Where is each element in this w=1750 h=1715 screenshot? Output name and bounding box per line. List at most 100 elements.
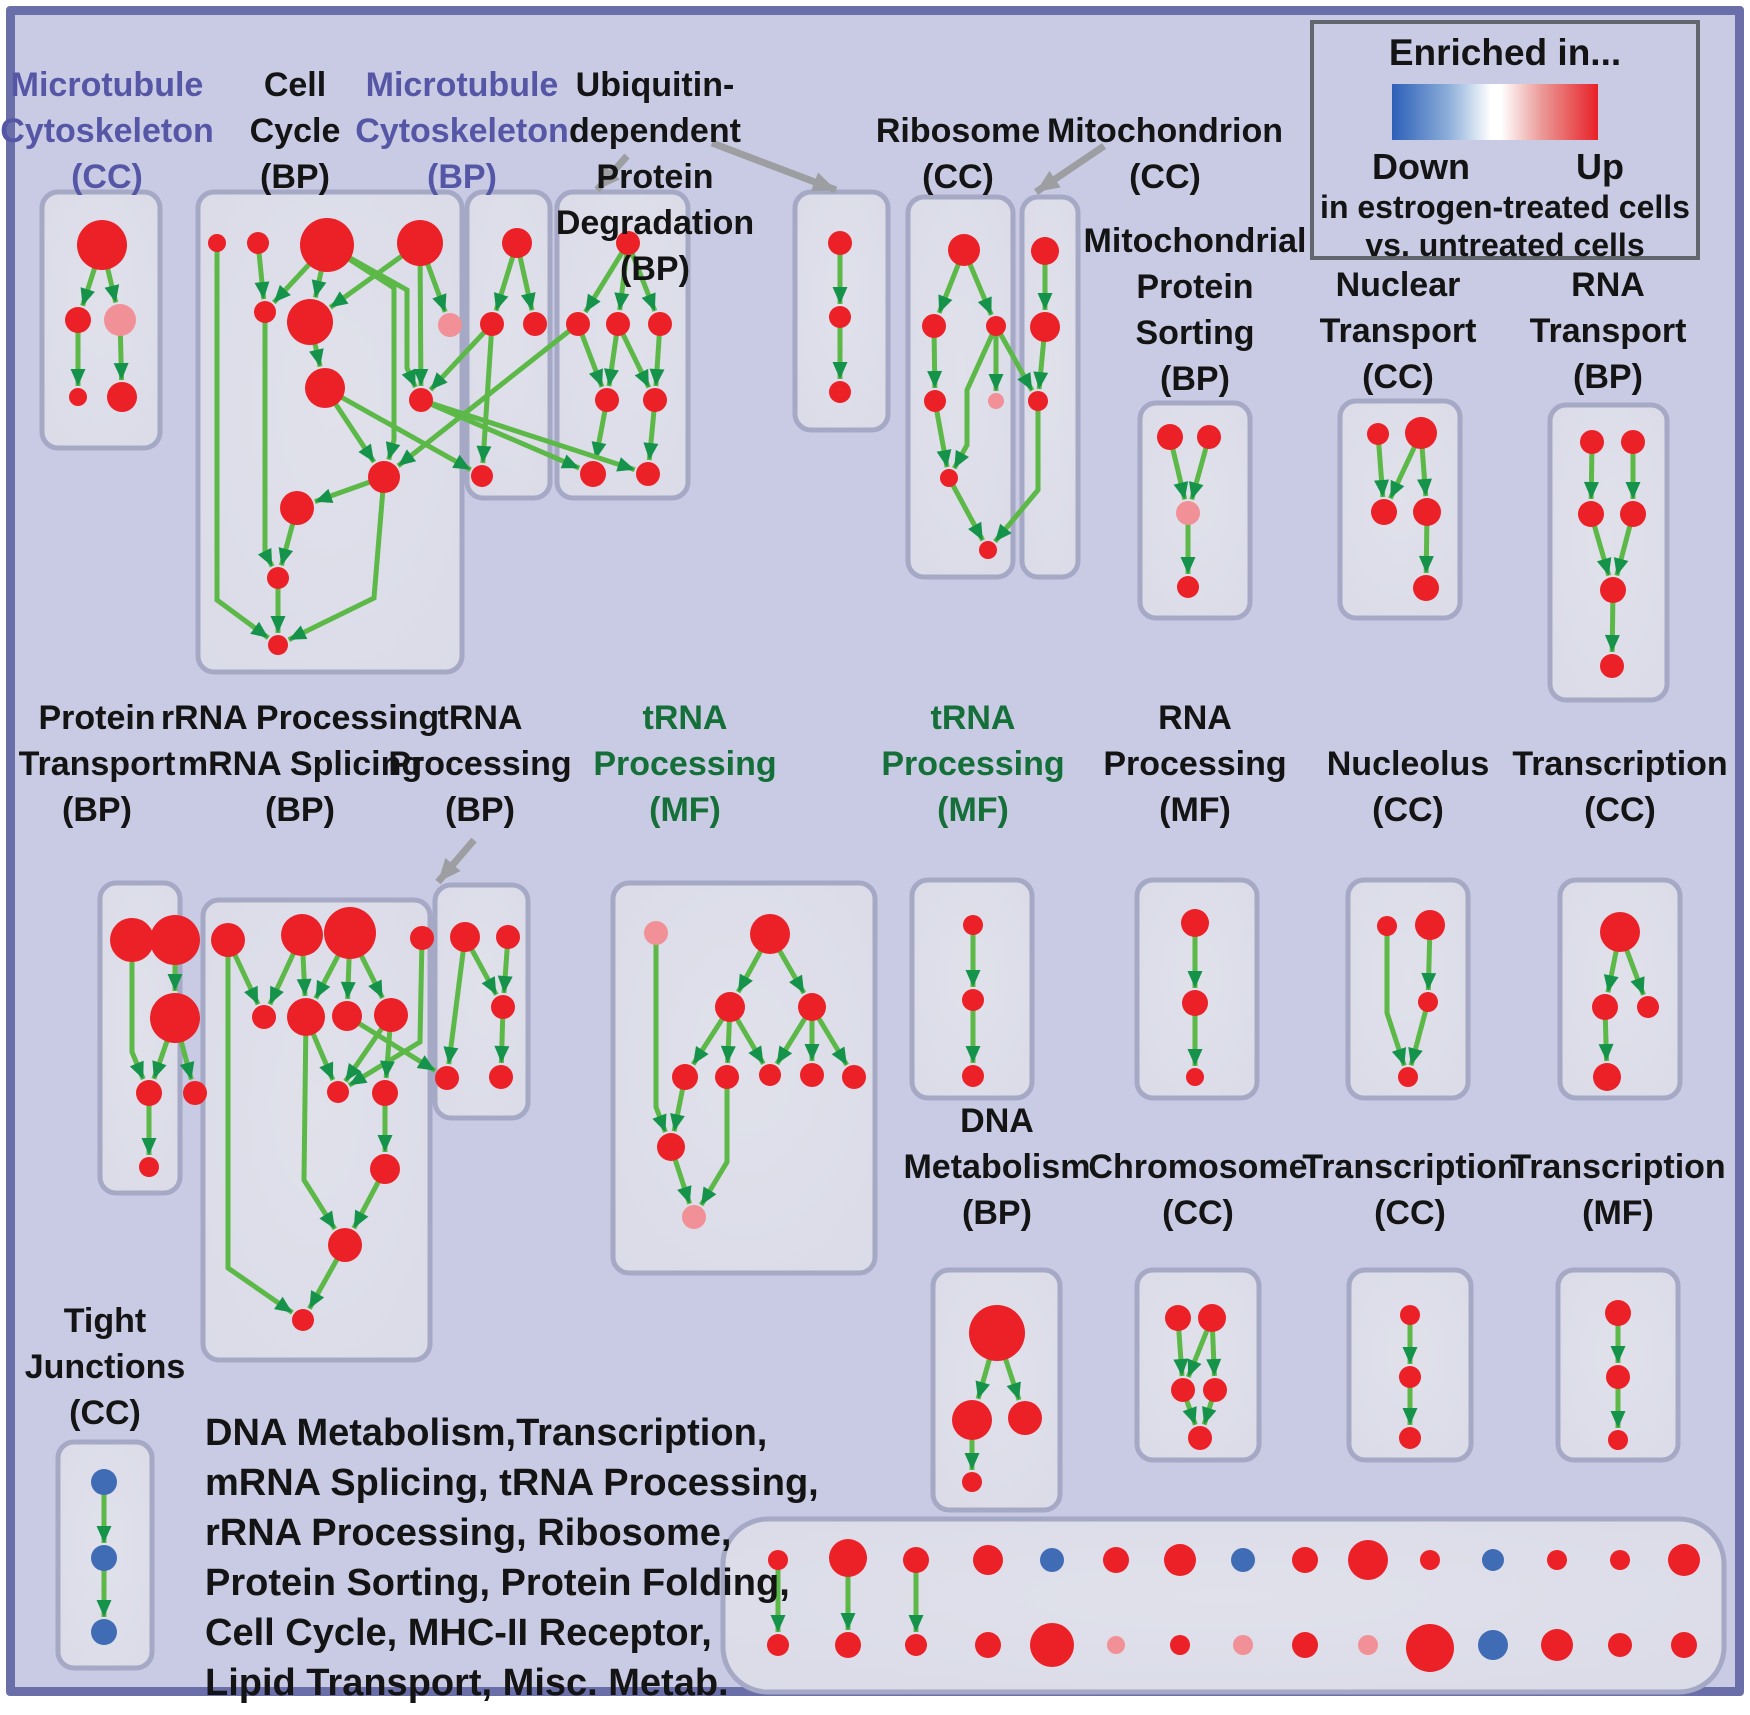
node-u2 bbox=[1399, 1366, 1421, 1388]
cluster-label-3: Ubiquitin- dependent Protein Degradation… bbox=[555, 66, 755, 288]
node-d3 bbox=[606, 312, 630, 336]
node-b12 bbox=[267, 567, 289, 589]
node-s2 bbox=[952, 1400, 992, 1440]
graph-edge bbox=[129, 940, 146, 1081]
node-f3 bbox=[986, 316, 1006, 336]
node-mt bbox=[489, 1065, 513, 1089]
node-p1 bbox=[1181, 909, 1209, 937]
node-t5 bbox=[1188, 1426, 1212, 1450]
graph-edge bbox=[993, 324, 1035, 392]
node-f4 bbox=[924, 390, 946, 412]
node-v2 bbox=[1606, 1365, 1630, 1389]
graph-edge bbox=[652, 933, 668, 1133]
node-i2 bbox=[1405, 417, 1437, 449]
cluster-label-10: rRNA Processing mRNA Splicing (BP) bbox=[160, 699, 440, 829]
node-npb bbox=[682, 1205, 706, 1229]
cluster-label-1: Cell Cycle (BP) bbox=[249, 66, 341, 196]
cluster-box-dna-metabolism bbox=[930, 1267, 1063, 1513]
node-w1t bbox=[768, 1550, 788, 1570]
node-d7 bbox=[580, 461, 606, 487]
node-i4 bbox=[1413, 498, 1441, 526]
node-w11b bbox=[1406, 1624, 1454, 1672]
cluster-label-12: tRNA Processing (MF) bbox=[593, 699, 777, 829]
cluster-box-ribosome bbox=[905, 194, 1016, 580]
cluster-label-0: Microtubule Cytoskeleton (CC) bbox=[0, 66, 214, 196]
cluster-label-8: RNA Transport (BP) bbox=[1529, 266, 1687, 396]
node-w5b bbox=[1030, 1623, 1074, 1667]
node-a3 bbox=[104, 304, 136, 336]
node-b4 bbox=[397, 220, 443, 266]
graph-edge bbox=[413, 242, 429, 387]
node-w2b bbox=[835, 1632, 861, 1658]
node-w9b bbox=[1292, 1632, 1318, 1658]
cluster-box-rna-processing bbox=[1134, 877, 1260, 1101]
graph-edge bbox=[699, 1077, 730, 1207]
node-w7b bbox=[1170, 1635, 1190, 1655]
node-h3 bbox=[1176, 501, 1200, 525]
graph-edge bbox=[325, 242, 401, 461]
node-mr bbox=[491, 995, 515, 1019]
cluster-label-19: Transcription (CC) bbox=[1302, 1148, 1518, 1232]
cluster-label-7: Nuclear Transport (CC) bbox=[1319, 266, 1477, 396]
node-b13 bbox=[268, 635, 288, 655]
node-f2 bbox=[922, 314, 946, 338]
node-p3 bbox=[1186, 1068, 1204, 1086]
node-w15t bbox=[1668, 1544, 1700, 1576]
node-b3 bbox=[300, 218, 354, 272]
node-mp bbox=[450, 922, 480, 952]
graph-edge bbox=[420, 397, 636, 473]
graph-edge bbox=[323, 385, 472, 472]
cluster-label-2: Microtubule Cytoskeleton (BP) bbox=[355, 66, 569, 196]
node-t2 bbox=[1198, 1304, 1226, 1332]
node-lf bbox=[287, 998, 325, 1036]
node-j3 bbox=[1578, 501, 1604, 527]
node-ld bbox=[410, 926, 434, 950]
node-o3 bbox=[962, 1065, 984, 1087]
node-w11t bbox=[1420, 1550, 1440, 1570]
cluster-label-11: tRNA Processing (BP) bbox=[388, 699, 572, 829]
node-t4 bbox=[1203, 1378, 1227, 1402]
cluster-label-18: Chromosome (CC) bbox=[1088, 1148, 1308, 1232]
node-s1 bbox=[969, 1305, 1025, 1361]
node-x3 bbox=[91, 1619, 117, 1645]
node-nw2 bbox=[715, 1065, 739, 1089]
node-o1 bbox=[963, 915, 983, 935]
node-c1 bbox=[502, 228, 532, 258]
node-k1 bbox=[110, 918, 154, 962]
node-b11 bbox=[280, 491, 314, 525]
node-lk bbox=[370, 1154, 400, 1184]
guide-arrow bbox=[710, 139, 838, 194]
node-h4 bbox=[1177, 576, 1199, 598]
node-w7t bbox=[1164, 1544, 1196, 1576]
node-w8b bbox=[1233, 1635, 1253, 1655]
node-i5 bbox=[1413, 575, 1439, 601]
node-u3 bbox=[1399, 1427, 1421, 1449]
cluster-label-6: Mitochondrial Protein Sorting (BP) bbox=[1083, 222, 1307, 398]
graph-edge bbox=[396, 322, 580, 468]
node-d5 bbox=[595, 388, 619, 412]
graph-edge bbox=[625, 242, 658, 312]
node-q4 bbox=[1398, 1067, 1418, 1087]
graph-edge bbox=[583, 241, 631, 314]
node-lh bbox=[374, 998, 408, 1032]
node-ms bbox=[435, 1066, 459, 1090]
legend-up-label: Up bbox=[1576, 146, 1624, 187]
node-b6 bbox=[287, 299, 333, 345]
node-nw5 bbox=[842, 1065, 866, 1089]
node-lj bbox=[372, 1080, 398, 1106]
misc-categories-text: DNA Metabolism,Transcription, mRNA Splic… bbox=[205, 1412, 819, 1704]
node-f1 bbox=[948, 234, 980, 266]
node-d2 bbox=[566, 312, 590, 336]
node-w13b bbox=[1541, 1629, 1573, 1661]
node-w6t bbox=[1103, 1547, 1129, 1573]
node-b5 bbox=[254, 301, 276, 323]
cluster-label-17: DNA Metabolism (BP) bbox=[903, 1102, 1091, 1232]
node-t1 bbox=[1165, 1305, 1191, 1331]
graph-edge bbox=[946, 476, 985, 542]
cluster-label-9: Protein Transport (BP) bbox=[18, 699, 176, 829]
node-i3 bbox=[1371, 499, 1397, 525]
node-t3 bbox=[1171, 1378, 1195, 1402]
node-b7 bbox=[438, 313, 462, 337]
node-c2 bbox=[480, 312, 504, 336]
